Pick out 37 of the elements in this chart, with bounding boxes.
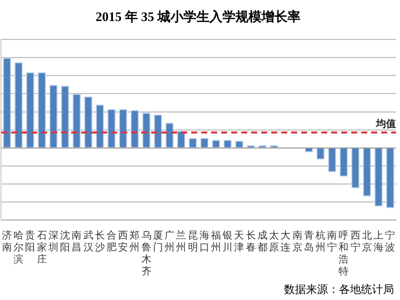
x-tick-label: 广州: [164, 230, 175, 254]
x-tick-label: 天津: [234, 230, 244, 254]
x-tick-label: 郑州: [130, 230, 140, 254]
x-tick-label: 贵阳: [25, 230, 36, 254]
x-tick-label: 长春: [246, 230, 256, 254]
x-tick-label: 石家庄: [36, 230, 47, 266]
x-tick-label: 海口: [199, 230, 210, 254]
x-tick-label: 宁波: [385, 230, 396, 254]
x-tick-label: 厦门: [152, 230, 163, 254]
x-tick-label: 南宁: [327, 230, 338, 254]
x-tick-label: 成都: [257, 230, 268, 254]
x-tick-label: 杭州: [314, 230, 326, 254]
x-tick-label: 太原: [269, 230, 280, 254]
x-tick-label: 南昌: [72, 230, 82, 254]
ref-line-label: 均值: [375, 118, 396, 130]
x-tick-label: 合肥: [106, 230, 117, 254]
chart-title: 2015 年 35 城小学生入学规模增长率: [96, 9, 300, 24]
x-tick-label: 呼和浩特: [338, 230, 349, 278]
x-tick-label: 兰州: [176, 230, 186, 254]
x-tick-label: 北京: [362, 230, 372, 254]
x-tick-label: 济南: [2, 230, 12, 254]
x-tick-label: 青岛: [304, 230, 314, 254]
x-tick-label: 沈阳: [60, 230, 70, 254]
x-tick-label: 上海: [374, 230, 384, 254]
x-tick-label: 武汉: [83, 230, 94, 254]
x-tick-label: 哈尔滨: [14, 230, 24, 266]
x-tick-label: 西安: [118, 230, 128, 254]
x-tick-label: 西宁: [350, 230, 360, 254]
x-tick-label: 南京: [292, 230, 302, 254]
x-tick-label: 昆明: [188, 230, 198, 254]
x-tick-label: 银川: [222, 230, 233, 254]
x-tick-label: 深圳: [47, 230, 58, 254]
source-note: 数据来源：各地统计局: [284, 282, 394, 297]
x-tick-label: 福州: [211, 230, 222, 254]
x-tick-label: 乌鲁木齐: [141, 230, 152, 278]
x-tick-label: 大连: [280, 230, 291, 254]
x-tick-label: 长沙: [94, 230, 105, 254]
